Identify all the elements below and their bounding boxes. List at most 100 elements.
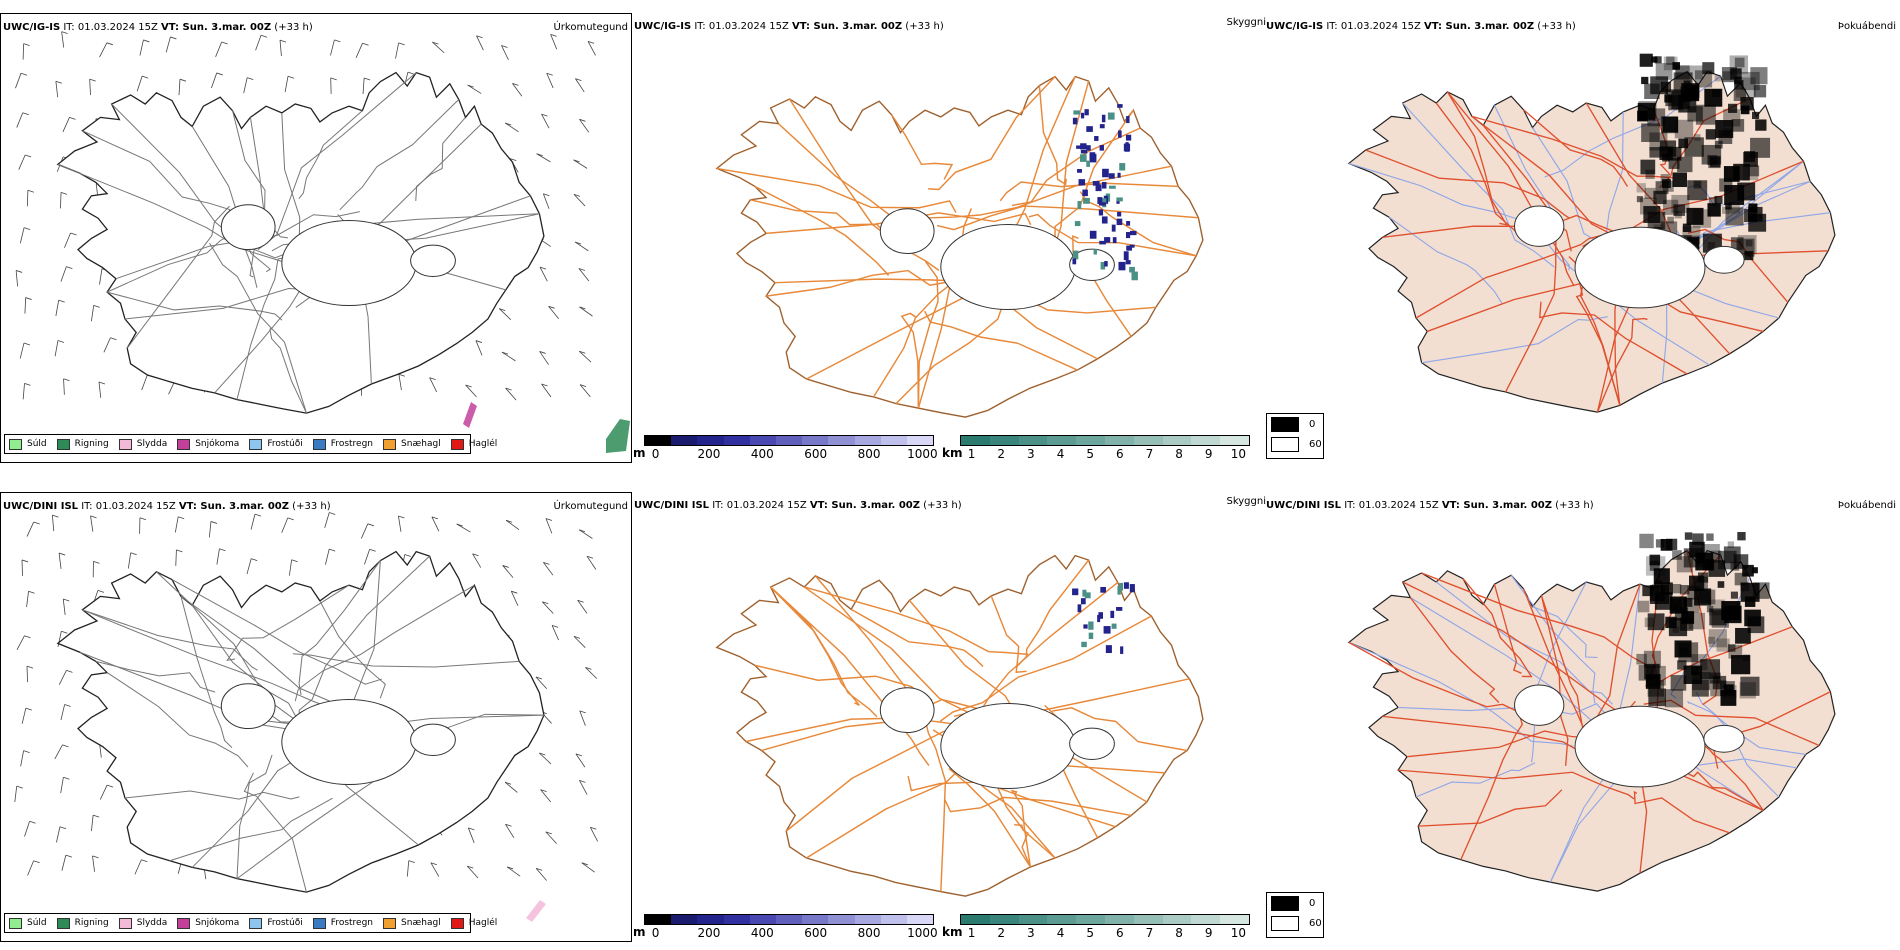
colorbar-cell [775,436,803,445]
colorbar-tick-label: 1 [967,447,976,461]
precip-area [606,419,630,453]
colorbar-cell [1047,436,1077,445]
colorbar-cell [671,915,698,924]
fog-legend-swatch [1271,436,1299,452]
legend-label: Snjókoma [195,918,240,928]
legend-swatch [383,438,397,450]
precip-label-row1: Úrkomutegund [553,22,628,33]
legend-swatch [9,438,22,450]
legend-label: Haglél [468,439,498,449]
fog-legend-swatch [1271,895,1299,911]
legend-item: Snjókoma [177,438,239,450]
visibility-title-row2: UWC/DINI ISL IT: 01.03.2024 15Z VT: Sun.… [634,500,962,511]
glacier-outline [879,687,935,734]
legend-item: Frostregn [312,917,374,929]
precip-area [526,900,546,922]
visibility-label-row2: Skyggni [1226,496,1266,507]
fog-legend-swatch [1271,416,1299,432]
colorbar-cell [749,915,776,924]
colorbar-cell [1076,436,1105,445]
fog-title-row2: UWC/DINI ISL IT: 01.03.2024 15Z VT: Sun.… [1266,500,1594,511]
glacier-outline [1703,245,1745,274]
iceland-fog-map-row1 [1347,53,1836,413]
colorbar-cell [645,915,672,924]
legend-swatch [118,438,132,450]
colorbar-cell [906,915,934,924]
fog-legend-label: 60 [1309,917,1322,929]
colorbar-cell [1191,915,1221,924]
colorbar-tick-label: 200 [697,926,721,940]
colorbar-tick-label: 800 [857,926,881,940]
legend-item: Súld [9,917,47,929]
glacier-outline [879,208,935,255]
legend-swatch [312,917,326,929]
colorbar-ticks: 1 2 3 4 5 6 7 8 9 10 [960,446,1250,462]
colorbar-cell [1047,915,1077,924]
low-visibility-area [1072,582,1135,654]
colorbar-cell [723,436,750,445]
colorbar-tick-label: 0 [651,926,660,940]
colorbar-cells [644,914,934,925]
colorbar-tick-label: 6 [1115,926,1124,940]
colorbar-ticks: 1 2 3 4 5 6 7 8 9 10 [960,925,1250,941]
legend-item: Haglél [450,438,498,450]
glacier-outline [220,204,276,251]
fog-legend-row1: 0 60 [1266,413,1324,459]
legend-label: Frostregn [330,439,374,449]
precip-type-legend-row1: Súld Rigning Slydda Snjókoma Frostúði Frostre… [4,434,497,454]
colorbar-tick-label: 600 [804,447,828,461]
colorbar-tick-label: 3 [1027,447,1035,461]
colorbar-cell [1104,436,1134,445]
legend-swatch [56,917,70,929]
colorbar-cell [1220,915,1249,924]
colorbar-cell [1220,436,1249,445]
colorbar-tick-label: 800 [857,447,881,461]
colorbar-cell [854,436,881,445]
legend-label: Haglél [468,918,498,928]
colorbar-tick-label: 2 [997,926,1006,940]
colorbar-cell [961,915,990,924]
legend-label: Súld [27,439,47,449]
colorbar-cell [1191,436,1221,445]
legend-label: Slydda [136,918,168,928]
precip-label-row2: Úrkomutegund [553,501,628,512]
colorbar-cell [802,436,829,445]
colorbar-tick-label: 600 [804,926,828,940]
legend-item: Snæhagl [383,917,441,929]
legend-item: Haglél [450,917,498,929]
precip-area [463,402,477,428]
glacier-outline [1514,205,1565,247]
colorbar-cell [1162,915,1192,924]
colorbar-cell [723,915,750,924]
legend-label: Frostregn [330,918,374,928]
legend-swatch [118,917,132,929]
colorbar-tick-label: 0 [651,447,660,461]
legend-swatch [249,438,263,450]
legend-swatch [383,917,397,929]
legend-swatch [177,917,191,929]
glacier-outline [940,702,1076,790]
fog-label-row1: Þokuábendi [1837,21,1896,32]
colorbar-unit: km [942,925,963,939]
legend-label: Snæhagl [401,439,441,449]
colorbar-unit: m [633,446,646,460]
iceland-visibility-map-row1 [715,75,1204,418]
legend-item: Slydda [118,917,168,929]
colorbar-cell [775,915,803,924]
visibility-label-row1: Skyggni [1226,17,1266,28]
colorbar-tick-label: 200 [697,447,721,461]
colorbar-cell [697,436,724,445]
colorbar-cell [828,436,855,445]
fog-legend-label: 0 [1309,418,1316,430]
colorbar-tick-label: 7 [1145,447,1154,461]
fog-legend-swatch [1271,915,1299,931]
colorbar-cell [671,436,698,445]
legend-swatch [56,438,70,450]
colorbar-ticks: 0 200 400 600 800 1000 [644,446,938,462]
colorbar-tick-label: 7 [1145,926,1154,940]
colorbar-cell [749,436,776,445]
precip-title-row2: UWC/DINI ISL IT: 01.03.2024 15Z VT: Sun.… [3,501,331,512]
visibility-colorbar-km-row1: 1 2 3 4 5 6 7 8 9 10 km [942,435,1250,463]
colorbar-cells [644,435,934,446]
colorbar-cell [854,915,881,924]
